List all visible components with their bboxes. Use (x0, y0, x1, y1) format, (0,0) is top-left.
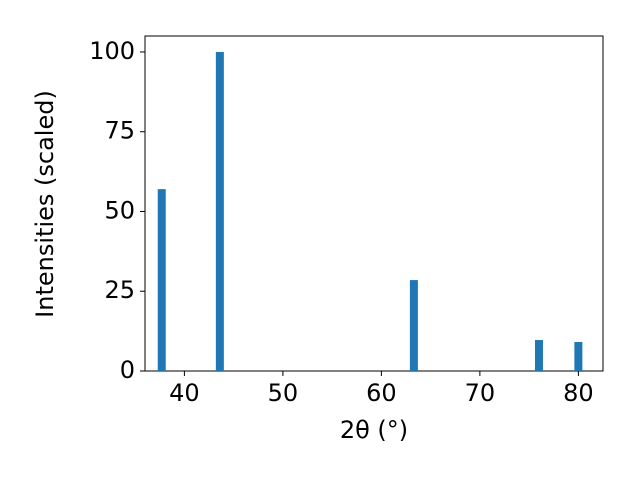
x-axis-label: 2θ (°) (340, 416, 408, 444)
bar (534, 340, 543, 371)
y-tick-label: 50 (104, 196, 135, 224)
y-tick-label: 75 (104, 117, 135, 145)
bar (574, 341, 583, 371)
y-tick-label: 25 (104, 276, 135, 304)
bar (215, 51, 224, 371)
plot-frame (144, 35, 604, 372)
x-tick-label: 50 (268, 379, 299, 407)
bar (409, 280, 418, 371)
x-tick-label: 80 (563, 379, 594, 407)
x-tick-label: 70 (465, 379, 496, 407)
y-axis-label: Intensities (scaled) (31, 90, 59, 318)
bar (157, 189, 166, 371)
x-tick-label: 60 (366, 379, 397, 407)
y-tick-label: 0 (120, 356, 135, 384)
y-tick-label: 100 (89, 37, 135, 65)
x-tick-label: 40 (169, 379, 200, 407)
